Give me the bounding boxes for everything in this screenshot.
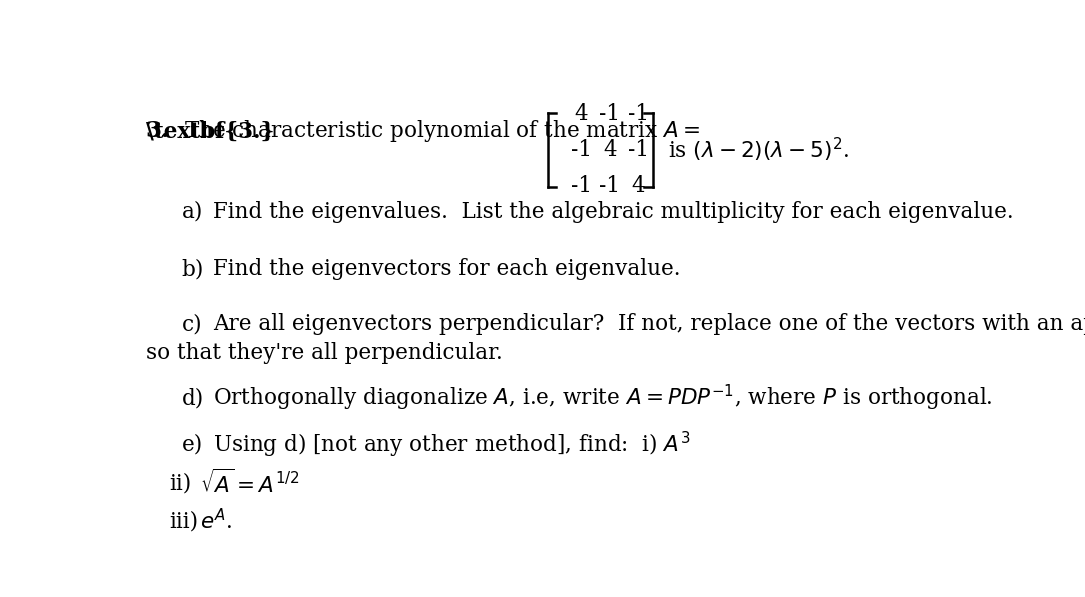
Text: d): d) (182, 387, 204, 409)
Text: Orthogonally diagonalize $A$, i.e, write $A = PDP^{-1}$, where $P$ is orthogonal: Orthogonally diagonalize $A$, i.e, write… (213, 383, 993, 413)
Text: so that they're all perpendicular.: so that they're all perpendicular. (145, 342, 502, 364)
Text: Using d) [not any other method], find:  i) $A^3$: Using d) [not any other method], find: i… (213, 430, 690, 460)
Text: $e^A$.: $e^A$. (201, 509, 232, 534)
Text: is $(\lambda - 2)(\lambda - 5)^2$.: is $(\lambda - 2)(\lambda - 5)^2$. (668, 136, 848, 164)
Text: \textbf{3.}: \textbf{3.} (145, 121, 275, 143)
Text: iii): iii) (169, 510, 199, 532)
Text: Find the eigenvalues.  List the algebraic multiplicity for each eigenvalue.: Find the eigenvalues. List the algebraic… (213, 201, 1013, 223)
Text: -1: -1 (599, 103, 621, 125)
Text: b): b) (182, 259, 204, 281)
Text: -1: -1 (599, 175, 621, 196)
Text: -1: -1 (628, 139, 649, 161)
Text: e): e) (182, 434, 203, 456)
Text: -1: -1 (571, 139, 591, 161)
Text: 4: 4 (631, 175, 646, 196)
Text: -1: -1 (628, 103, 649, 125)
Text: c): c) (182, 313, 203, 336)
Text: 3.: 3. (145, 121, 169, 143)
Text: $\sqrt{A} = A^{1/2}$: $\sqrt{A} = A^{1/2}$ (201, 470, 299, 498)
Text: Are all eigenvectors perpendicular?  If not, replace one of the vectors with an : Are all eigenvectors perpendicular? If n… (213, 313, 1085, 336)
Text: 4: 4 (574, 103, 588, 125)
Text: a): a) (182, 201, 203, 223)
Text: The characteristic polynomial of the matrix $A =$: The characteristic polynomial of the mat… (184, 118, 701, 144)
Text: 4: 4 (603, 139, 616, 161)
Text: ii): ii) (169, 473, 192, 495)
Text: Find the eigenvectors for each eigenvalue.: Find the eigenvectors for each eigenvalu… (213, 259, 680, 281)
Text: -1: -1 (571, 175, 591, 196)
